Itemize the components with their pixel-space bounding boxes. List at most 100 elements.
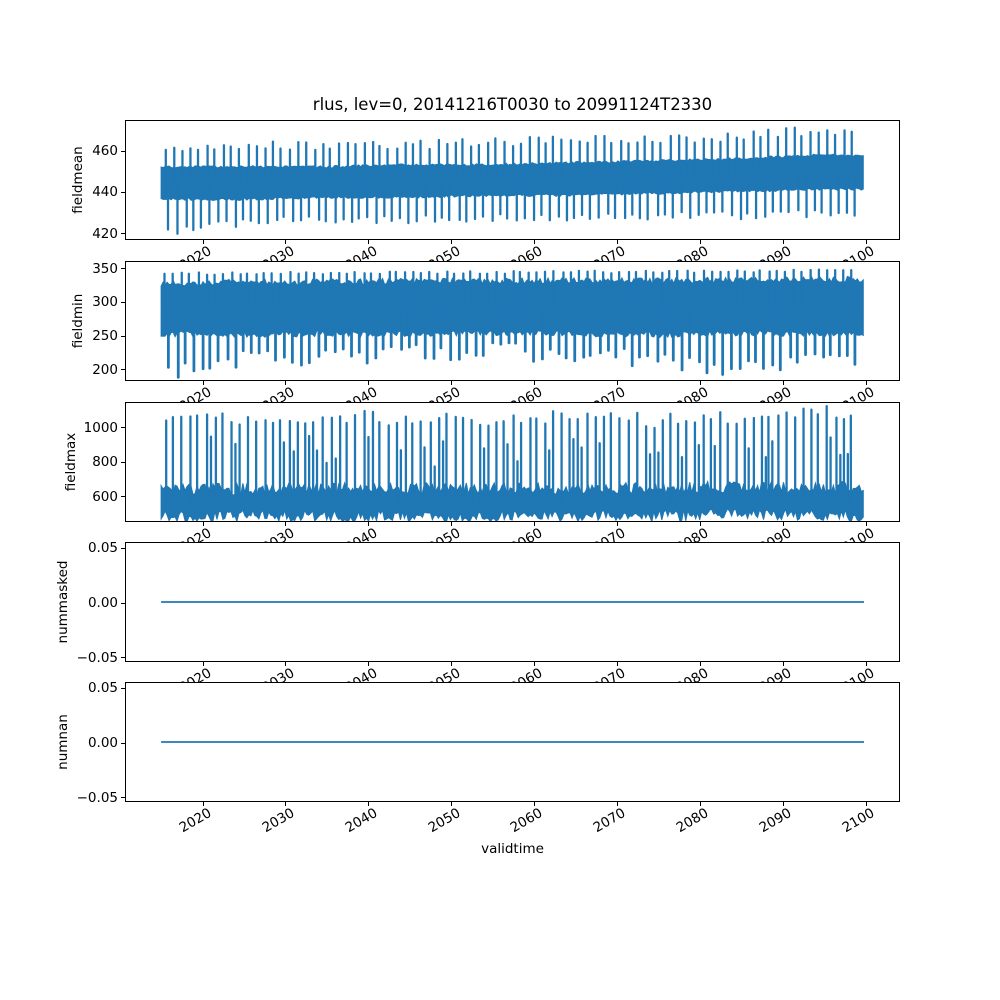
x-tick xyxy=(534,802,536,806)
x-tick xyxy=(783,240,785,244)
x-tick-label: 2090 xyxy=(756,805,795,837)
x-tick xyxy=(368,522,370,526)
x-tick xyxy=(534,522,536,526)
plot-area xyxy=(160,268,864,379)
x-axis-label: validtime xyxy=(481,841,544,857)
y-axis-label-nummasked: nummasked xyxy=(55,560,71,644)
x-tick xyxy=(451,662,453,666)
panel-fieldmean: fieldmean 420 440 460 2020 2030 2040 2050 2060 2… xyxy=(70,120,900,274)
y-axis-label-fieldmax: fieldmax xyxy=(63,432,79,492)
y-tick xyxy=(121,150,125,152)
x-tick xyxy=(617,522,619,526)
y-tick-label: −0.05 xyxy=(76,789,118,806)
x-tick xyxy=(202,662,204,666)
y-tick xyxy=(121,687,125,689)
y-tick xyxy=(121,797,125,799)
panel-fieldmin: fieldmin 200 250 300 350 2020 2030 2040 2050 206… xyxy=(70,261,900,415)
y-tick xyxy=(121,191,125,193)
x-tick xyxy=(783,802,785,806)
y-tick xyxy=(121,335,125,337)
y-tick xyxy=(121,602,125,604)
x-tick xyxy=(202,802,204,806)
y-tick-label: 0.00 xyxy=(87,735,118,751)
x-tick xyxy=(451,802,453,806)
x-tick xyxy=(783,381,785,385)
y-tick-label: −0.05 xyxy=(76,649,118,666)
plot-area xyxy=(160,126,864,235)
series-up-spikes xyxy=(165,405,852,504)
x-tick xyxy=(866,662,868,666)
series-up-spikes xyxy=(163,268,853,310)
x-tick xyxy=(534,240,536,244)
x-tick xyxy=(202,240,204,244)
x-tick xyxy=(700,802,702,806)
y-tick xyxy=(121,369,125,371)
x-tick xyxy=(783,662,785,666)
x-tick xyxy=(534,662,536,666)
series-down-spikes xyxy=(166,170,856,235)
y-tick-label: 350 xyxy=(92,260,118,277)
y-tick-label: 300 xyxy=(92,294,118,311)
series-band xyxy=(160,479,864,521)
x-tick-label: 2040 xyxy=(342,805,380,837)
y-tick xyxy=(121,461,125,463)
x-tick xyxy=(866,522,868,526)
x-tick-label: 2070 xyxy=(590,805,629,837)
y-tick xyxy=(121,268,125,270)
y-tick-label: 250 xyxy=(92,328,118,345)
plot-area xyxy=(160,405,864,521)
y-tick-label: 800 xyxy=(92,454,118,471)
y-tick xyxy=(121,233,125,235)
y-axis-label-fieldmin: fieldmin xyxy=(70,293,86,349)
y-tick xyxy=(121,427,125,429)
x-tick-label: 2100 xyxy=(839,805,878,837)
x-tick xyxy=(368,802,370,806)
x-tick xyxy=(866,240,868,244)
x-tick xyxy=(451,381,453,385)
x-tick xyxy=(451,522,453,526)
x-tick xyxy=(700,240,702,244)
x-tick xyxy=(202,522,204,526)
x-tick xyxy=(285,381,287,385)
y-tick-label: 200 xyxy=(92,361,118,378)
x-tick-label: 2060 xyxy=(508,805,546,837)
y-tick-label: 600 xyxy=(92,488,118,505)
x-tick xyxy=(700,662,702,666)
x-tick xyxy=(617,662,619,666)
y-tick xyxy=(121,742,125,744)
y-tick-label: 0.05 xyxy=(87,680,118,697)
x-tick-label: 2030 xyxy=(259,805,297,837)
x-tick xyxy=(617,381,619,385)
y-tick xyxy=(121,301,125,303)
panel-numnan: numnan 0.05 0.00 −0.05 2020 2030 2040 2050 2060… xyxy=(55,680,900,836)
plot-area xyxy=(161,601,864,603)
y-axis-label-numnan: numnan xyxy=(55,714,71,770)
x-tick-label: 2050 xyxy=(425,805,463,837)
chart-title: rlus, lev=0, 20141216T0030 to 20991124T2… xyxy=(312,95,713,114)
x-tick xyxy=(700,381,702,385)
y-tick-label: 420 xyxy=(92,225,118,242)
x-tick xyxy=(285,522,287,526)
plot-area xyxy=(161,741,864,743)
x-tick xyxy=(368,240,370,244)
y-tick-label: 0.05 xyxy=(87,540,118,557)
x-tick xyxy=(451,240,453,244)
x-tick xyxy=(285,240,287,244)
x-tick xyxy=(534,381,536,385)
series-down-spikes xyxy=(166,305,857,379)
x-tick xyxy=(285,802,287,806)
panel-fieldmax: fieldmax 600 800 1000 2020 2030 2040 2050 2060 2… xyxy=(63,402,900,556)
y-tick-label: 1000 xyxy=(83,419,118,436)
x-tick xyxy=(617,802,619,806)
panel-nummasked: nummasked 0.05 0.00 −0.05 2020 2030 2040 2050 2… xyxy=(55,540,900,696)
x-tick xyxy=(368,381,370,385)
x-tick xyxy=(617,240,619,244)
y-tick xyxy=(121,657,125,659)
y-tick-label: 440 xyxy=(92,184,118,201)
y-axis-label-fieldmean: fieldmean xyxy=(70,146,86,214)
series-up-spikes xyxy=(164,126,853,185)
x-tick xyxy=(783,522,785,526)
y-tick-label: 0.00 xyxy=(87,595,118,611)
x-tick xyxy=(368,662,370,666)
